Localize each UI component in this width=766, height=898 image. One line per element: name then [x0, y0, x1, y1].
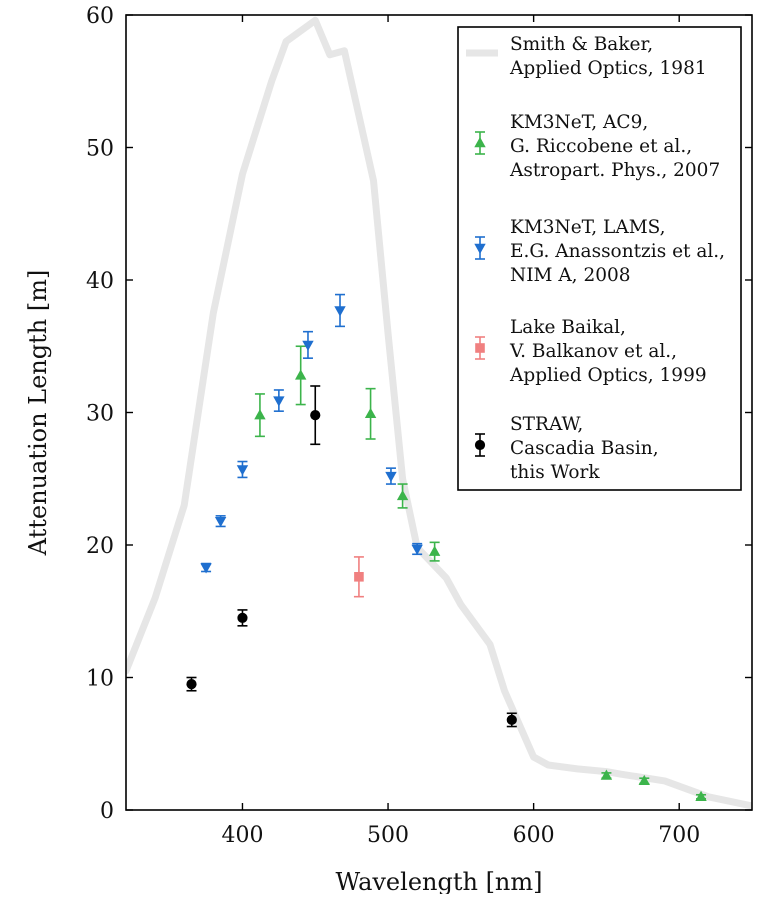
- legend-label: E.G. Anassontzis et al.,: [510, 241, 725, 262]
- series-line-smith-baker: [126, 16, 752, 810]
- point-marker: [638, 774, 650, 786]
- y-tick-label: 60: [86, 4, 114, 29]
- data-point: [353, 556, 364, 598]
- legend-label: STRAW,: [510, 414, 583, 435]
- x-tick-label: 500: [367, 823, 409, 848]
- point-marker: [364, 407, 377, 419]
- legend-label: Cascadia Basin,: [510, 438, 659, 459]
- point-marker: [302, 340, 314, 351]
- legend-label: V. Balkanov et al.,: [509, 341, 677, 362]
- x-tick-label: 400: [221, 823, 263, 848]
- data-point: [428, 541, 441, 562]
- legend-label: Applied Optics, 1999: [509, 365, 707, 386]
- data-point: [310, 385, 321, 446]
- y-tick-label: 0: [100, 799, 114, 824]
- data-point: [695, 790, 707, 801]
- x-axis-label: Wavelength [nm]: [335, 868, 542, 894]
- point-marker: [273, 396, 285, 407]
- legend-label: this Work: [510, 462, 600, 483]
- legend-label: Astropart. Phys., 2007: [509, 160, 720, 181]
- plot-area: [126, 16, 752, 810]
- data-point: [600, 769, 613, 780]
- data-point: [236, 460, 249, 479]
- data-point: [294, 345, 307, 406]
- y-tick-label: 10: [86, 667, 114, 692]
- data-point: [638, 774, 650, 786]
- point-marker: [294, 369, 307, 380]
- legend-label: NIM A, 2008: [510, 265, 631, 286]
- legend-marker: [475, 343, 485, 353]
- legend-label: Lake Baikal,: [510, 317, 626, 338]
- point-marker: [200, 563, 212, 574]
- point-marker: [237, 612, 248, 623]
- point-marker: [254, 409, 266, 420]
- data-point: [200, 562, 212, 574]
- data-point: [273, 389, 285, 412]
- point-marker: [186, 679, 197, 690]
- data-point: [186, 676, 197, 692]
- y-tick-label: 40: [86, 269, 114, 294]
- y-tick-label: 20: [86, 534, 114, 559]
- y-tick-label: 50: [86, 137, 114, 162]
- point-marker: [428, 545, 441, 556]
- axis-ticks: 400 500 600 700 0 10 20 30 40 50 60: [86, 4, 752, 848]
- legend-marker: [474, 243, 486, 254]
- data-point: [214, 515, 227, 528]
- data-point: [411, 542, 423, 556]
- point-marker: [385, 471, 397, 483]
- legend-label: KM3NeT, LAMS,: [510, 217, 666, 238]
- point-marker: [695, 790, 707, 801]
- point-marker: [411, 544, 423, 555]
- point-marker: [354, 572, 364, 582]
- point-marker: [396, 489, 409, 501]
- data-point: [302, 330, 314, 359]
- data-point: [506, 712, 517, 728]
- x-tick-label: 600: [513, 823, 555, 848]
- point-marker: [334, 306, 346, 317]
- y-axis-label: Attenuation Length [m]: [24, 270, 52, 557]
- data-point: [396, 483, 409, 509]
- legend-label: Applied Optics, 1981: [509, 58, 707, 79]
- point-marker: [600, 769, 613, 780]
- point-marker: [214, 516, 227, 528]
- data-point: [254, 393, 266, 438]
- legend-label: G. Riccobene et al.,: [510, 136, 692, 157]
- legend-marker: [474, 439, 486, 451]
- data-point: [385, 467, 397, 485]
- legend-marker: [474, 137, 486, 148]
- data-point: [364, 387, 377, 440]
- legend-label: KM3NeT, AC9,: [510, 112, 648, 133]
- x-tick-label: 700: [658, 823, 700, 848]
- point-marker: [310, 410, 321, 421]
- point-marker: [506, 714, 517, 726]
- data-point: [334, 293, 346, 328]
- legend: Smith & Baker, Applied Optics, 1981 KM3NeT…: [457, 26, 742, 491]
- legend-label: Smith & Baker,: [510, 34, 653, 55]
- y-tick-label: 30: [86, 402, 114, 427]
- data-point: [237, 609, 248, 627]
- point-marker: [236, 465, 249, 476]
- legend-box: [457, 26, 742, 491]
